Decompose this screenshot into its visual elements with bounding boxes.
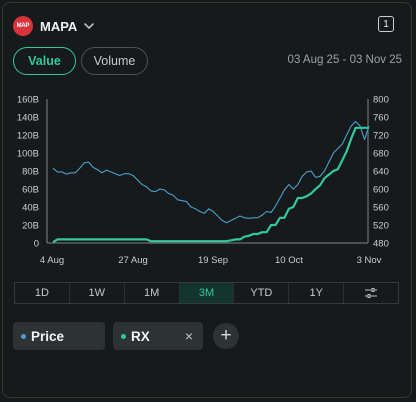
close-icon[interactable]: × <box>184 328 193 344</box>
timeframe-1d[interactable]: 1D <box>15 283 70 303</box>
add-series-button[interactable]: + <box>213 323 239 349</box>
y-tick-right: 720 <box>373 131 389 142</box>
y-tick-right: 600 <box>373 185 389 196</box>
rx-series-label: RX <box>131 328 150 344</box>
chart-settings-button[interactable] <box>344 283 398 303</box>
y-tick-left: 100B <box>17 149 39 160</box>
sliders-icon <box>365 288 378 298</box>
series-color-dot <box>21 333 26 339</box>
y-tick-left: 20B <box>22 221 39 232</box>
y-tick-left: 140B <box>17 113 39 124</box>
series-color-dot <box>121 333 126 339</box>
y-tick-left: 40B <box>22 203 39 214</box>
y-tick-left: 80B <box>22 167 39 178</box>
chevron-down-icon[interactable] <box>82 19 96 33</box>
x-tick-label: 3 Nov <box>357 255 382 266</box>
price-chart[interactable]: 0 20B 40B 60B 80B 100B 120B 140B 160B 480 520 560 60… <box>0 0 416 280</box>
ticker-symbol[interactable]: MAPA <box>40 18 78 34</box>
y-tick-left: 160B <box>17 95 39 106</box>
x-tick-label: 10 Oct <box>275 255 303 266</box>
layout-count-badge[interactable]: 1 <box>378 16 394 32</box>
y-tick-right: 560 <box>373 203 389 214</box>
timeframe-1w[interactable]: 1W <box>70 283 125 303</box>
y-tick-right: 520 <box>373 221 389 232</box>
company-logo: MAP <box>13 16 33 36</box>
y-tick-right: 680 <box>373 149 389 160</box>
y-tick-right: 640 <box>373 167 389 178</box>
timeframe-1m[interactable]: 1M <box>125 283 180 303</box>
y-tick-right: 480 <box>373 239 389 250</box>
y-tick-right: 760 <box>373 113 389 124</box>
timeframe-selector: 1D 1W 1M 3M YTD 1Y <box>14 282 399 304</box>
symbol-header[interactable]: MAP MAPA <box>13 14 96 38</box>
rx-series-chip[interactable]: RX × <box>113 322 203 350</box>
y-tick-left: 120B <box>17 131 39 142</box>
volume-toggle[interactable]: Volume <box>81 47 148 75</box>
rx-series-line <box>52 126 369 244</box>
date-range: 03 Aug 25 - 03 Nov 25 <box>287 54 402 66</box>
x-tick-label: 27 Aug <box>118 255 148 266</box>
value-toggle[interactable]: Value <box>13 47 76 75</box>
timeframe-3m[interactable]: 3M <box>179 283 235 303</box>
price-series-line <box>52 120 370 224</box>
x-tick-label: 4 Aug <box>40 255 64 266</box>
timeframe-1y[interactable]: 1Y <box>289 283 345 303</box>
y-tick-left: 0 <box>34 239 39 250</box>
y-tick-right: 800 <box>373 95 389 106</box>
price-series-chip[interactable]: Price <box>13 322 105 350</box>
price-series-label: Price <box>31 328 65 344</box>
y-tick-left: 60B <box>22 185 39 196</box>
timeframe-ytd[interactable]: YTD <box>234 283 290 303</box>
x-tick-label: 19 Sep <box>198 255 228 266</box>
